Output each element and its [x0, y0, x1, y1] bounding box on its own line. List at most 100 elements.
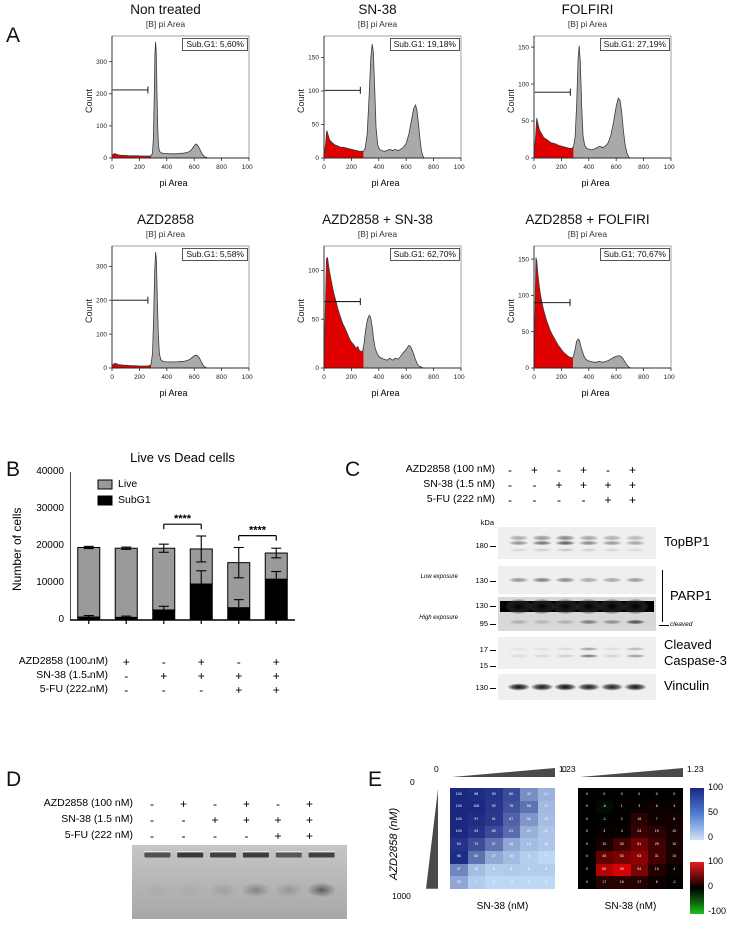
kda-header: kDa	[480, 518, 494, 527]
heatmap-x-axis-label: SN-38 (nM)	[476, 900, 529, 912]
treatment-sign: +	[242, 797, 250, 811]
heatmap-cell: 0	[578, 800, 596, 814]
svg-text:800: 800	[428, 374, 439, 381]
svg-text:100: 100	[518, 293, 529, 300]
subg1-percentage-box: Sub.G1: 27,19%	[599, 38, 670, 52]
svg-text:800: 800	[216, 374, 227, 381]
treatment-sign: +	[628, 493, 636, 507]
treatment-sign: -	[213, 797, 217, 811]
treatment-sign: +	[604, 478, 612, 492]
colorbar-tick: 0	[708, 832, 714, 842]
heatmap-cell: 7	[648, 813, 666, 826]
heatmap-cell: 6	[537, 863, 555, 877]
treatment-sign: +	[197, 655, 205, 669]
subg1-percentage-box: Sub.G1: 62,70%	[389, 248, 460, 262]
flow-x-axis-label: pi Area	[159, 178, 188, 188]
treatment-sign: +	[628, 478, 636, 492]
treatment-sign: -	[161, 655, 166, 669]
svg-text:600: 600	[401, 374, 412, 381]
heatmap-cell: 30	[613, 838, 631, 851]
heatmap-x-max-label: 1.23	[687, 764, 704, 774]
blot-protein-label: Vinculin	[664, 678, 710, 693]
svg-text:50: 50	[522, 329, 530, 336]
svg-text:400: 400	[161, 164, 172, 171]
heatmap-cell: 10	[595, 838, 613, 851]
flow-y-axis-label: Count	[506, 88, 516, 113]
heatmap-cell: 4	[665, 863, 683, 877]
heatmap-cell: 0	[578, 838, 596, 851]
heatmap-cell: 7	[467, 876, 485, 889]
heatmap-cell: 0	[578, 825, 596, 839]
flow-x-axis-label: pi Area	[159, 388, 188, 398]
treatment-row-label: 5-FU (222 nM)	[426, 493, 495, 505]
heatmap-cell: 0	[595, 788, 613, 801]
subg1-percentage-box: Sub.G1: 5,58%	[182, 248, 248, 262]
heatmap-cell: 19	[648, 825, 666, 839]
heatmap-cell: 6	[648, 876, 666, 889]
flow-y-axis-label: Count	[296, 88, 306, 113]
treatment-sign: -	[508, 478, 512, 492]
significance-stars: ****	[174, 513, 192, 525]
heatmap-cell: 67	[502, 813, 520, 826]
flow-plot-canvas: 0 200 400 600 800 1000 0 50 100 150 Sub.G1: 70,67%…	[500, 240, 675, 390]
treatment-sign: -	[86, 655, 91, 669]
heatmap-cell: 57	[485, 838, 503, 851]
heatmap-cell: 54	[630, 863, 648, 877]
heatmap-cell: 0	[520, 876, 538, 889]
heatmap-cell: 3	[630, 800, 648, 814]
flow-plot-subtitle: [B] pi Area	[567, 229, 608, 239]
svg-text:800: 800	[638, 374, 649, 381]
treatment-sign: +	[122, 655, 130, 669]
heatmap-x-min-label: 0	[562, 764, 567, 774]
blot-protein-label: TopBP1	[664, 534, 710, 549]
svg-text:400: 400	[583, 374, 594, 381]
treatment-sign: -	[124, 683, 129, 697]
blot-protein-label: PARP1	[670, 588, 712, 603]
mw-marker-label: 130	[475, 576, 488, 585]
mw-marker-label: 17	[479, 645, 488, 654]
heatmap-1: 100 98 93 80 42 21 100 106 92 76 58 17 100 97 91 67 38 15…	[450, 788, 555, 889]
treatment-row-label: AZD2858 (100 nM)	[18, 655, 108, 667]
svg-text:800: 800	[638, 164, 649, 171]
mw-marker-dash	[490, 665, 496, 667]
heatmap-cell: 38	[520, 813, 538, 826]
heatmap-cell: 18	[613, 876, 631, 889]
svg-text:200: 200	[346, 374, 357, 381]
panel-letter-c: C	[345, 458, 361, 481]
exposure-label: High exposure	[419, 615, 458, 621]
mw-marker-label: 130	[475, 683, 488, 692]
mw-marker-dash	[490, 623, 496, 625]
svg-text:100: 100	[308, 268, 319, 275]
svg-text:0: 0	[110, 164, 114, 171]
svg-text:50: 50	[312, 316, 320, 323]
heatmap-y-axis-label: AZD2858 (nM)	[388, 808, 400, 881]
flow-plot-title: AZD2858 + SN-38	[322, 212, 433, 227]
heatmap-cell: 53	[613, 850, 631, 864]
svg-text:1000: 1000	[454, 374, 465, 381]
colorbar-inhibition	[690, 788, 704, 840]
flow-y-axis-label: Count	[296, 298, 306, 323]
colorbar-tick: 100	[708, 782, 724, 792]
svg-text:800: 800	[216, 164, 227, 171]
heatmap-cell: 100	[450, 788, 468, 801]
svg-text:0: 0	[322, 164, 326, 171]
treatment-sign: -	[86, 683, 91, 697]
heatmap-cell: 28	[502, 838, 520, 851]
treatment-sign: +	[579, 478, 587, 492]
heatmap-cell: 27	[485, 850, 503, 864]
heatmap-cell: 100	[450, 825, 468, 839]
mw-marker-dash	[490, 687, 496, 689]
mw-marker-dash	[490, 605, 496, 607]
heatmap-cell: 11	[537, 825, 555, 839]
heatmap-cell: 61	[502, 825, 520, 839]
heatmap-cell: 4	[665, 800, 683, 814]
heatmap-cell: 10	[665, 825, 683, 839]
heatmap-cell: 91	[485, 813, 503, 826]
treatment-sign: +	[579, 463, 587, 477]
cleaved-dash	[659, 625, 669, 626]
y-tick-label: 10000	[36, 577, 64, 588]
heatmap-cell: 4	[613, 825, 631, 839]
heatmap-cell: 80	[485, 825, 503, 839]
heatmap-cell: -6	[595, 800, 613, 814]
svg-text:100: 100	[518, 81, 529, 88]
